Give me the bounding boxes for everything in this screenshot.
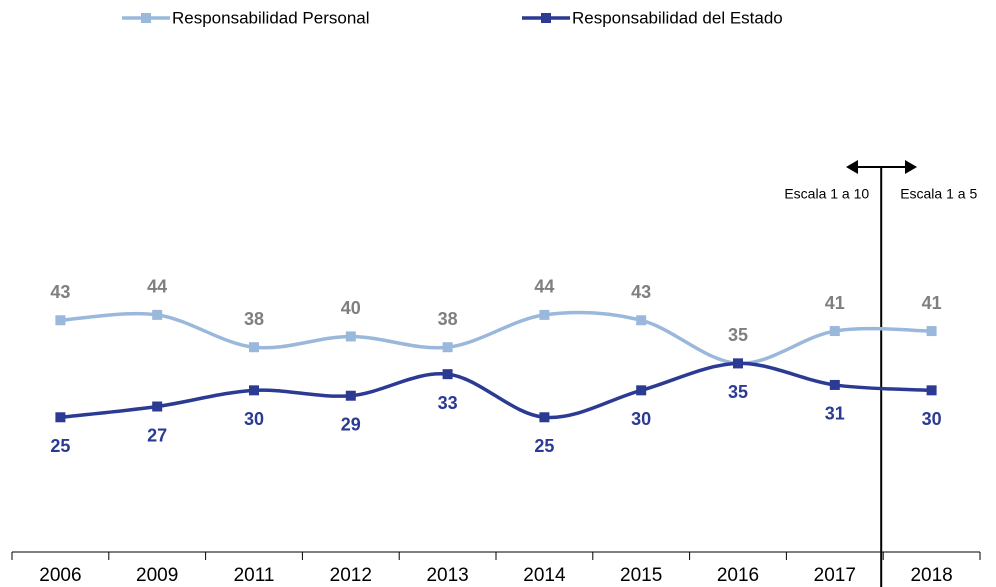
x-tick-label: 2012 bbox=[330, 565, 372, 586]
series-line bbox=[60, 361, 932, 420]
data-label: 25 bbox=[534, 436, 554, 456]
data-label: 43 bbox=[631, 282, 651, 302]
arrow-head bbox=[846, 160, 858, 174]
legend-marker bbox=[141, 13, 151, 23]
point bbox=[55, 315, 66, 326]
point bbox=[249, 385, 259, 396]
data-label: 38 bbox=[438, 309, 458, 329]
legend-marker bbox=[541, 13, 551, 23]
point bbox=[55, 412, 66, 423]
data-label: 41 bbox=[922, 293, 942, 313]
data-label: 27 bbox=[147, 425, 167, 445]
data-label: 35 bbox=[728, 325, 748, 345]
x-tick-label: 2006 bbox=[39, 565, 81, 586]
data-label: 25 bbox=[50, 436, 70, 456]
data-label: 33 bbox=[438, 393, 458, 413]
point bbox=[539, 412, 550, 423]
data-label: 35 bbox=[728, 382, 748, 402]
data-label: 40 bbox=[341, 298, 361, 318]
data-label: 38 bbox=[244, 309, 264, 329]
legend-label: Responsabilidad del Estado bbox=[572, 8, 783, 27]
point bbox=[636, 385, 647, 396]
point bbox=[249, 342, 259, 353]
series-line bbox=[60, 310, 932, 366]
x-tick-label: 2011 bbox=[234, 565, 275, 586]
point bbox=[442, 342, 453, 353]
data-label: 31 bbox=[825, 404, 845, 424]
data-label: 29 bbox=[341, 414, 361, 434]
data-label: 44 bbox=[534, 277, 554, 297]
data-label: 30 bbox=[244, 409, 264, 429]
x-tick-label: 2009 bbox=[136, 565, 178, 586]
annotation: Escala 1 a 5 bbox=[900, 186, 977, 202]
legend-label: Responsabilidad Personal bbox=[172, 8, 370, 27]
point bbox=[152, 309, 163, 320]
arrow-head bbox=[905, 160, 917, 174]
x-tick-label: 2017 bbox=[814, 565, 856, 586]
data-label: 43 bbox=[50, 282, 70, 302]
data-label: 44 bbox=[147, 277, 167, 297]
x-tick-label: 2018 bbox=[910, 565, 952, 586]
point bbox=[636, 315, 647, 326]
point bbox=[926, 326, 937, 337]
point bbox=[345, 331, 356, 342]
point bbox=[926, 385, 937, 396]
point bbox=[539, 309, 550, 320]
point bbox=[829, 326, 840, 337]
point bbox=[345, 390, 356, 401]
point bbox=[733, 358, 743, 369]
annotation: Escala 1 a 10 bbox=[784, 186, 869, 202]
data-label: 30 bbox=[631, 409, 651, 429]
data-label: 41 bbox=[825, 293, 845, 313]
data-label: 30 bbox=[922, 409, 942, 429]
point bbox=[829, 379, 840, 390]
x-tick-label: 2014 bbox=[523, 565, 566, 586]
x-tick-label: 2015 bbox=[620, 565, 662, 586]
x-tick-label: 2016 bbox=[717, 565, 759, 586]
point bbox=[442, 369, 453, 380]
x-tick-label: 2013 bbox=[426, 565, 468, 586]
point bbox=[152, 401, 163, 412]
